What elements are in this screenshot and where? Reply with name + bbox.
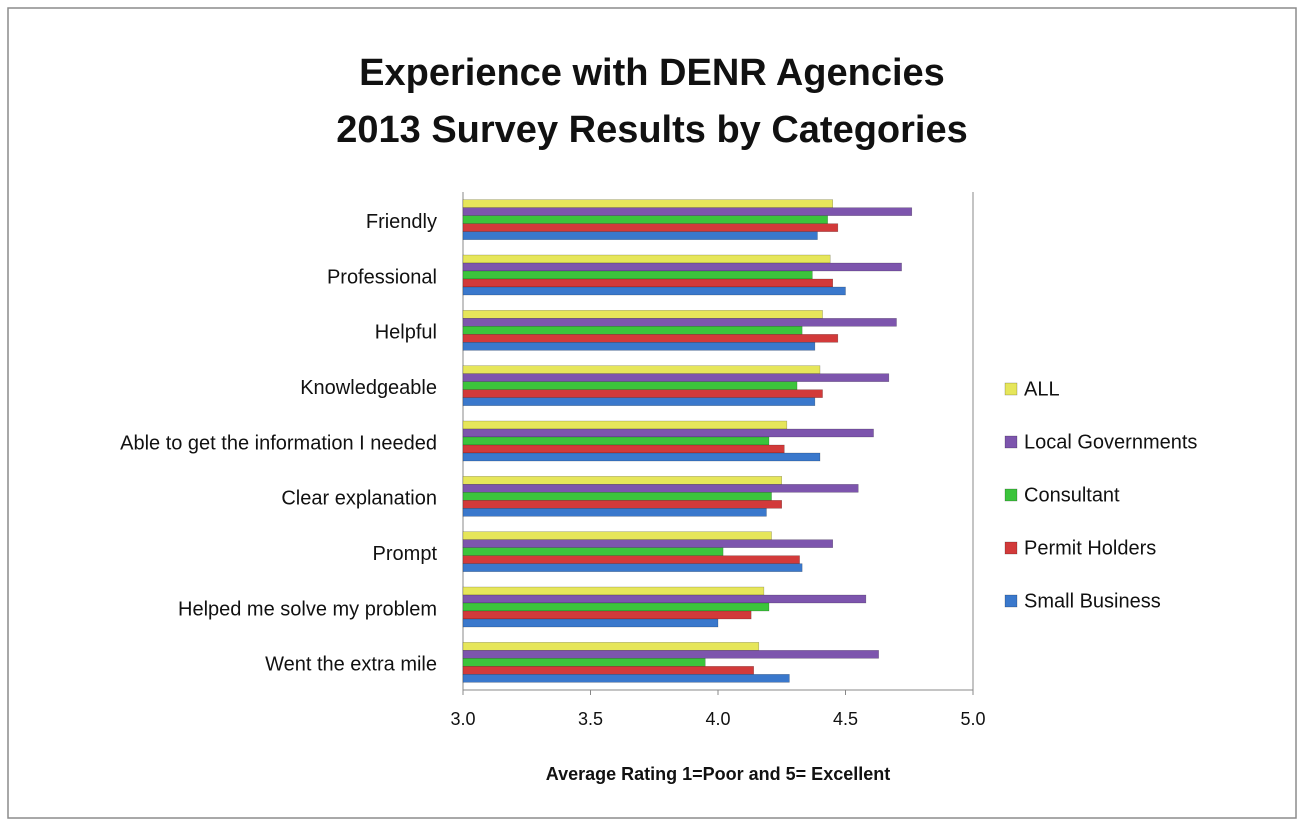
- bar: [462, 555, 800, 564]
- chart-frame: [7, 7, 1297, 819]
- bar: [462, 207, 913, 216]
- bar: [462, 231, 818, 240]
- bar: [462, 262, 902, 272]
- bar: [462, 389, 823, 398]
- bar: [462, 381, 798, 390]
- x-axis-label: Average Rating 1=Poor and 5= Excellent: [546, 764, 890, 784]
- bar: [462, 586, 765, 596]
- legend-label: Small Business: [1024, 590, 1161, 612]
- y-tick-label: Professional: [327, 266, 437, 288]
- bar: [462, 428, 874, 438]
- bar: [462, 492, 772, 501]
- bar: [462, 373, 890, 382]
- legend-label: ALL: [1024, 378, 1060, 400]
- bar: [462, 397, 816, 406]
- bar: [462, 642, 760, 651]
- bar: [462, 199, 833, 208]
- legend-label: Local Governments: [1024, 431, 1197, 453]
- bar: [462, 326, 803, 335]
- bar: [462, 666, 754, 675]
- bar: [462, 476, 782, 485]
- bar: [462, 594, 867, 604]
- x-tick-label: 4.5: [833, 709, 858, 729]
- bar: [462, 610, 752, 620]
- bar: [462, 342, 816, 351]
- bar: [462, 484, 859, 493]
- bar: [462, 310, 823, 319]
- bar: [462, 254, 831, 264]
- y-tick-label: Knowledgeable: [300, 377, 437, 399]
- bar: [462, 365, 821, 374]
- bar: [462, 547, 724, 556]
- bar: [462, 531, 772, 540]
- y-tick-label: Friendly: [366, 211, 437, 233]
- x-tick-label: 4.0: [705, 709, 730, 729]
- y-tick-label: Clear explanation: [281, 488, 437, 510]
- bar: [462, 452, 821, 462]
- x-tick-label: 5.0: [960, 709, 985, 729]
- bar: [462, 318, 897, 327]
- legend-swatch: [1004, 488, 1018, 502]
- bar: [462, 563, 803, 572]
- y-tick-label: Prompt: [373, 543, 438, 565]
- legend-label: Consultant: [1024, 484, 1120, 506]
- legend-swatch: [1004, 435, 1018, 449]
- bar: [462, 334, 839, 343]
- legend-swatch: [1004, 382, 1018, 396]
- bar: [462, 215, 828, 224]
- chart-title: Experience with DENR Agencies: [359, 52, 945, 94]
- bar: [462, 602, 770, 612]
- x-tick-label: 3.5: [578, 709, 603, 729]
- y-tick-label: Helpful: [375, 322, 437, 344]
- y-tick-label: Went the extra mile: [265, 654, 437, 676]
- bar: [462, 436, 770, 446]
- bar: [462, 278, 833, 288]
- bar: [462, 286, 846, 296]
- x-tick-label: 3.0: [450, 709, 475, 729]
- legend-label: Permit Holders: [1024, 537, 1156, 559]
- chart-title: 2013 Survey Results by Categories: [336, 109, 968, 151]
- bar: [462, 674, 790, 683]
- y-tick-label: Able to get the information I needed: [120, 432, 437, 454]
- bar: [462, 508, 767, 517]
- bar: [462, 539, 833, 548]
- bar: [462, 420, 788, 430]
- legend-swatch: [1004, 541, 1018, 555]
- bar: [462, 650, 879, 659]
- bar: [462, 223, 839, 232]
- bar: [462, 618, 719, 628]
- bar: [462, 658, 706, 667]
- bar: [462, 500, 782, 509]
- bar: [462, 270, 813, 280]
- legend-swatch: [1004, 594, 1018, 608]
- y-tick-label: Helped me solve my problem: [178, 598, 437, 620]
- bar: [462, 444, 785, 454]
